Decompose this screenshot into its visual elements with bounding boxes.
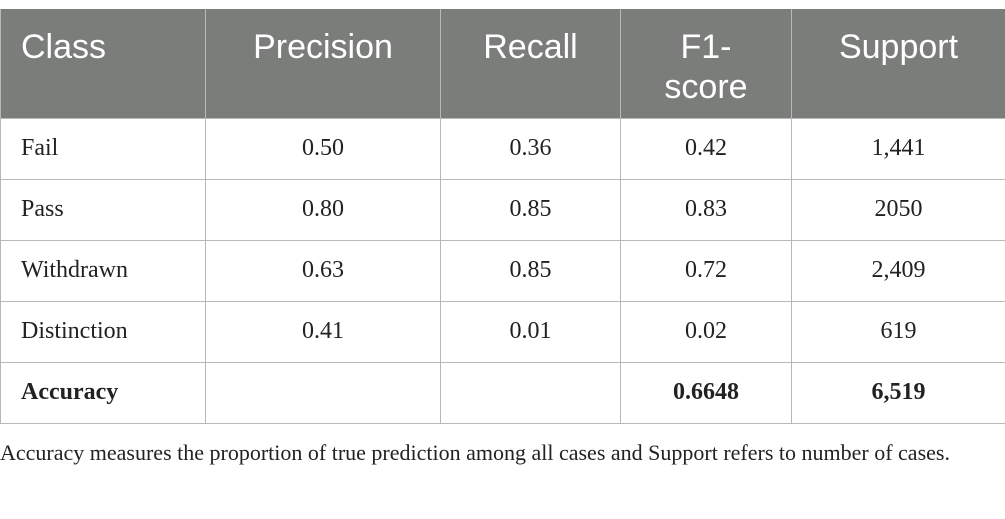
header-f1-score: F1- score	[620, 9, 792, 118]
header-support: Support	[791, 9, 1005, 118]
cell-f1: 0.72	[620, 239, 792, 302]
header-recall: Recall	[440, 9, 621, 118]
table-footnote: Accuracy measures the proportion of true…	[0, 440, 950, 465]
cell-precision: 0.63	[205, 239, 441, 302]
cell-precision: 0.41	[205, 300, 441, 363]
table-header: Class Precision Recall F1- score Support	[0, 9, 1005, 118]
accuracy-value: 0.6648	[620, 361, 792, 424]
header-row: Class Precision Recall F1- score Support	[0, 9, 1005, 118]
accuracy-row: Accuracy 0.6648 6,519	[0, 361, 1005, 424]
cell-class: Withdrawn	[0, 239, 206, 302]
classification-results-table: Class Precision Recall F1- score Support …	[0, 9, 1005, 424]
cell-class: Fail	[0, 117, 206, 180]
header-precision: Precision	[205, 9, 441, 118]
cell-f1: 0.42	[620, 117, 792, 180]
cell-support: 2050	[791, 178, 1005, 241]
cell-recall: 0.01	[440, 300, 621, 363]
accuracy-precision-empty	[205, 361, 441, 424]
accuracy-support: 6,519	[791, 361, 1005, 424]
table-row: Withdrawn 0.63 0.85 0.72 2,409	[0, 239, 1005, 302]
cell-f1: 0.83	[620, 178, 792, 241]
accuracy-recall-empty	[440, 361, 621, 424]
table-body: Fail 0.50 0.36 0.42 1,441 Pass 0.80 0.85…	[0, 117, 1005, 424]
table-row: Pass 0.80 0.85 0.83 2050	[0, 178, 1005, 241]
cell-support: 1,441	[791, 117, 1005, 180]
cell-f1: 0.02	[620, 300, 792, 363]
cell-precision: 0.80	[205, 178, 441, 241]
cell-support: 2,409	[791, 239, 1005, 302]
table-row: Distinction 0.41 0.01 0.02 619	[0, 300, 1005, 363]
cell-support: 619	[791, 300, 1005, 363]
header-class: Class	[0, 9, 206, 118]
cell-recall: 0.36	[440, 117, 621, 180]
table-row: Fail 0.50 0.36 0.42 1,441	[0, 117, 1005, 180]
cell-class: Pass	[0, 178, 206, 241]
cell-class: Distinction	[0, 300, 206, 363]
cell-recall: 0.85	[440, 239, 621, 302]
accuracy-label: Accuracy	[0, 361, 206, 424]
cell-precision: 0.50	[205, 117, 441, 180]
cell-recall: 0.85	[440, 178, 621, 241]
header-f1-line-1: F1-	[680, 28, 732, 66]
header-f1-line-2: score	[664, 68, 748, 106]
